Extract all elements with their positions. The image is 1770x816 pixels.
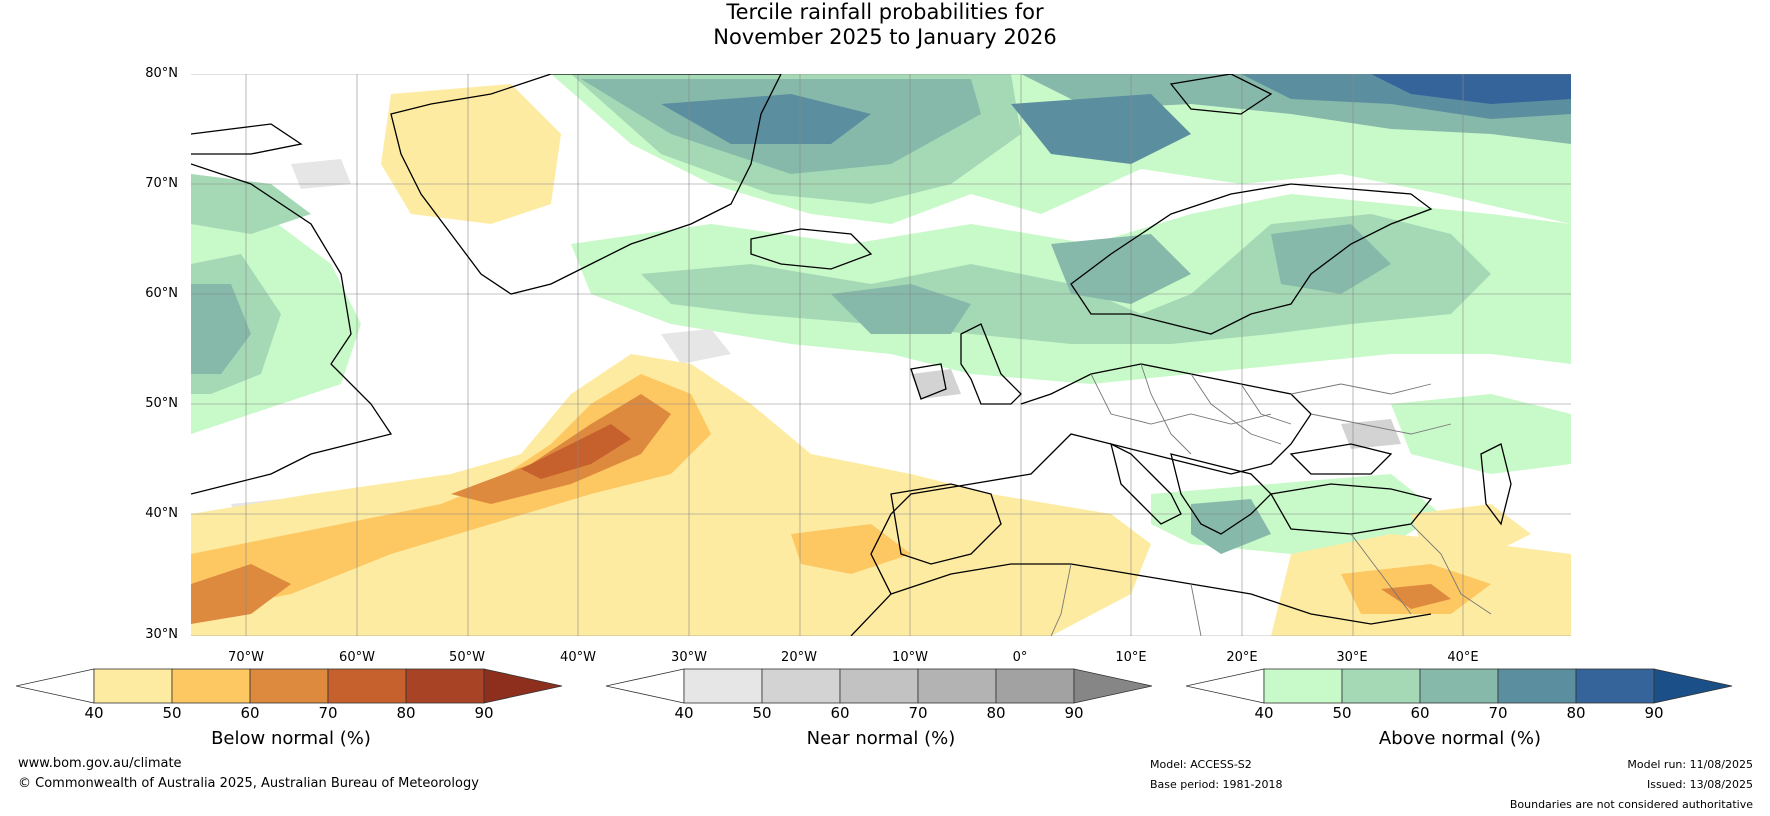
below-colorbar-segment [171,668,251,704]
above-colorbar-segment [1263,668,1343,704]
near-colorbar-segment [995,668,1075,704]
country-boundaries [1050,363,1492,636]
title-line-1: Tercile rainfall probabilities for [726,0,1044,24]
rainfall-map [191,74,1571,636]
footer-issued: Issued: 13/08/2025 [1646,778,1753,791]
below-colorbar-tick-label: 70 [318,704,338,722]
chart-title: Tercile rainfall probabilities for Novem… [0,0,1770,50]
lon-label-10w: 10°W [892,650,928,665]
below-colorbar-segment [93,668,173,704]
above-colorbar-tick-label: 60 [1410,704,1430,722]
near-colorbar-max-arrow [1073,668,1153,704]
above-normal-regions [191,74,1571,554]
colorbar-above-normal [1186,668,1733,704]
below-colorbar-tick-label: 40 [84,704,104,722]
lon-label-70w: 70°W [228,650,264,665]
footer-website: www.bom.gov.au/climate [18,756,182,771]
lon-label-0: 0° [1012,650,1028,665]
colorbar-below-normal [16,668,563,704]
above-colorbar-tick-label: 40 [1254,704,1274,722]
above-colorbar-tick-label: 50 [1332,704,1352,722]
footer-model-run: Model run: 11/08/2025 [1627,758,1753,771]
near-colorbar-tick-label: 90 [1064,704,1084,722]
above-colorbar-tick-label: 90 [1644,704,1664,722]
above-colorbar-segment [1341,668,1421,704]
lon-label-30w: 30°W [671,650,707,665]
lat-label-70n: 70°N [145,176,178,191]
near-colorbar-tick-label: 40 [674,704,694,722]
above-colorbar-min-arrow [1186,668,1265,704]
near-colorbar-tick-label: 50 [752,704,772,722]
above-colorbar-segment [1497,668,1577,704]
map-canvas [191,74,1571,636]
below-colorbar-segment [327,668,407,704]
lon-label-60w: 60°W [339,650,375,665]
lon-label-20w: 20°W [781,650,817,665]
near-colorbar-tick-label: 70 [908,704,928,722]
lat-label-40n: 40°N [145,506,178,521]
footer-disclaimer: Boundaries are not considered authoritat… [1509,798,1753,811]
below-colorbar-tick-label: 60 [240,704,260,722]
below-colorbar-max-arrow [483,668,563,704]
near-colorbar-segment [839,668,919,704]
near-colorbar-segment [761,668,841,704]
above-colorbar-max-arrow [1653,668,1733,704]
graticule [191,74,1571,636]
near-colorbar-tick-label: 60 [830,704,850,722]
below-colorbar-segment [405,668,485,704]
title-line-2: November 2025 to January 2026 [713,25,1057,49]
above-colorbar-segment [1575,668,1655,704]
colorbar-below-label: Below normal (%) [211,728,371,749]
near-colorbar-tick-label: 80 [986,704,1006,722]
footer-model: Model: ACCESS-S2 [1150,758,1252,771]
near-colorbar-segment [683,668,763,704]
above-colorbar-segment [1419,668,1499,704]
coastlines [191,74,1512,636]
below-colorbar-tick-label: 50 [162,704,182,722]
lon-label-50w: 50°W [449,650,485,665]
lat-label-30n: 30°N [145,627,178,642]
lat-label-60n: 60°N [145,286,178,301]
lon-label-30e: 30°E [1336,650,1368,665]
footer-base-period: Base period: 1981-2018 [1150,778,1283,791]
below-colorbar-tick-label: 80 [396,704,416,722]
above-colorbar-tick-label: 70 [1488,704,1508,722]
footer-copyright: © Commonwealth of Australia 2025, Austra… [18,776,479,791]
lon-label-20e: 20°E [1226,650,1258,665]
lon-label-40w: 40°W [560,650,596,665]
below-normal-regions [191,84,1571,636]
lat-label-80n: 80°N [145,66,178,81]
near-colorbar-segment [917,668,997,704]
below-colorbar-segment [249,668,329,704]
lon-label-10e: 10°E [1115,650,1147,665]
below-colorbar-min-arrow [16,668,95,704]
lon-label-40e: 40°E [1447,650,1479,665]
near-colorbar-min-arrow [606,668,685,704]
colorbar-above-label: Above normal (%) [1378,728,1542,749]
above-colorbar-tick-label: 80 [1566,704,1586,722]
colorbar-near-normal [606,668,1153,704]
lat-label-50n: 50°N [145,396,178,411]
below-colorbar-tick-label: 90 [474,704,494,722]
colorbar-near-label: Near normal (%) [806,728,956,749]
